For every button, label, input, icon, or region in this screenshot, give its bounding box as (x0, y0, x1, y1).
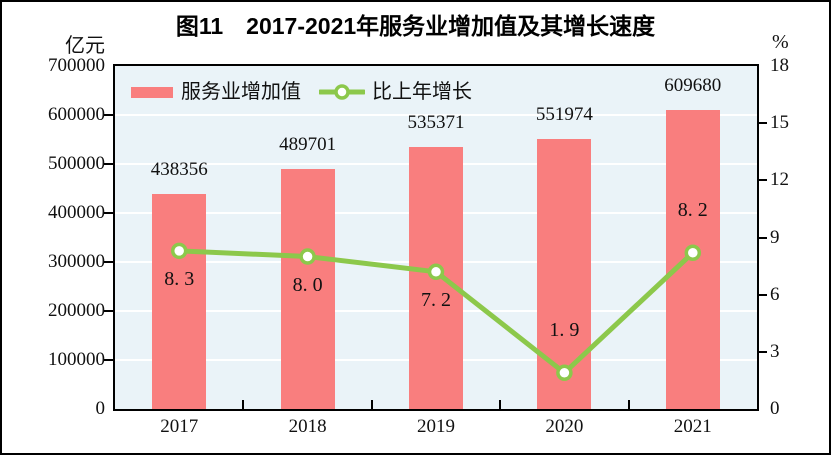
legend-bar-swatch (131, 86, 173, 98)
right-axis-tick-label: 18 (770, 55, 789, 76)
line-marker (170, 242, 188, 260)
bar-2017 (152, 194, 207, 409)
bar-value-label: 535371 (407, 111, 465, 133)
bar-2020 (537, 138, 592, 409)
left-axis-tick (104, 359, 113, 361)
left-axis-unit: 亿元 (65, 35, 105, 57)
right-axis-tick (758, 236, 767, 239)
growth-value-label: 8. 0 (292, 273, 323, 296)
gridline (115, 114, 757, 116)
x-axis-tick (242, 400, 245, 409)
right-axis-unit: % (772, 31, 789, 53)
left-axis-tick-label: 100000 (48, 349, 105, 370)
right-axis-tick-label: 6 (770, 283, 780, 305)
x-axis-label-2021: 2021 (673, 416, 712, 437)
growth-line (170, 242, 702, 382)
growth-value-label: 1. 9 (549, 318, 580, 341)
growth-value-label: 8. 2 (677, 198, 708, 221)
left-axis-tick (104, 163, 113, 165)
left-axis-tick (104, 114, 113, 116)
left-axis-tick-label: 600000 (48, 104, 105, 125)
bar-value-label: 489701 (279, 134, 337, 156)
left-axis-tick-label: 200000 (48, 300, 105, 321)
growth-value-label: 8. 3 (164, 267, 195, 290)
bar-value-label: 551974 (535, 103, 593, 125)
chart-title: 图11 2017-2021年服务业增加值及其增长速度 (175, 13, 656, 39)
legend-line-marker-icon (319, 84, 365, 100)
bar-value-label: 438356 (150, 159, 208, 181)
legend-label-bar: 服务业增加值 (181, 81, 301, 103)
line-marker (556, 364, 573, 382)
x-axis-label-2017: 2017 (160, 416, 199, 437)
legend: 服务业增加值 比上年增长 (131, 79, 472, 105)
plot-inner: 438356 489701 535371 551974 609680 8. 3 8. 0 7.… (115, 66, 757, 409)
growth-value-label: 7. 2 (421, 288, 451, 311)
right-axis-tick (758, 350, 767, 353)
right-axis-tick-label: 0 (770, 398, 780, 419)
left-axis-tick-label: 700000 (48, 55, 105, 76)
left-axis-tick (104, 261, 113, 263)
right-axis-tick (758, 179, 767, 182)
left-axis-tick-label: 0 (95, 398, 106, 419)
right-axis-tick-label: 12 (770, 169, 789, 191)
line-marker (684, 244, 702, 261)
x-axis-tick (627, 400, 630, 409)
line-marker (299, 248, 316, 265)
x-axis-label-2019: 2019 (417, 416, 455, 437)
right-axis-tick (758, 293, 767, 296)
legend-label-line: 比上年增长 (372, 81, 472, 103)
left-axis-tick (104, 310, 113, 312)
bar-value-label: 609680 (664, 75, 722, 97)
x-axis-tick (370, 400, 373, 409)
right-axis-tick-label: 3 (770, 340, 780, 362)
left-axis-tick-label: 400000 (48, 202, 105, 223)
left-axis-tick-label: 300000 (48, 251, 105, 272)
x-axis-label-2018: 2018 (288, 416, 327, 437)
right-axis-tick-label: 15 (770, 112, 789, 134)
right-axis-tick-label: 9 (770, 226, 780, 248)
bar-2018 (280, 169, 335, 409)
x-axis-label-2020: 2020 (545, 416, 584, 437)
left-axis-tick (104, 212, 113, 214)
line-marker (427, 263, 445, 281)
right-axis-tick (758, 122, 767, 125)
left-axis-tick-label: 500000 (48, 153, 105, 174)
plot-area: 438356 489701 535371 551974 609680 8. 3 8. 0 7.… (113, 64, 759, 411)
x-axis-tick (499, 400, 502, 409)
